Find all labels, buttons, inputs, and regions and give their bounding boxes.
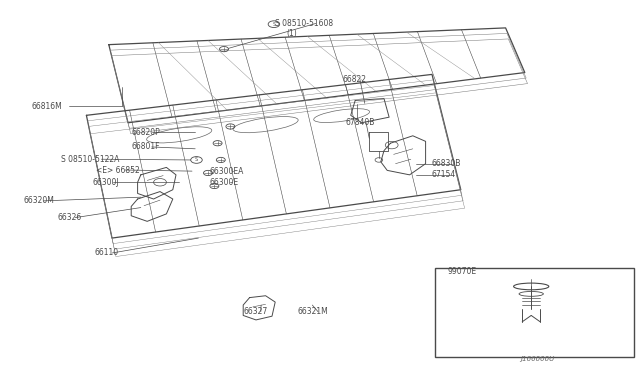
Text: S 08510-51608: S 08510-51608 [275, 19, 333, 28]
Bar [435, 268, 634, 357]
Text: 66326: 66326 [58, 213, 82, 222]
Text: <E> 66852: <E> 66852 [96, 166, 140, 174]
Text: S: S [273, 22, 275, 27]
Text: 66110: 66110 [95, 248, 119, 257]
Text: S 08510-5122A: S 08510-5122A [61, 155, 119, 164]
Text: 99070E: 99070E [448, 267, 477, 276]
Text: S: S [195, 157, 198, 163]
Text: 66816M: 66816M [32, 102, 63, 110]
Text: 66820P: 66820P [131, 128, 160, 137]
Text: 66321M: 66321M [298, 307, 328, 316]
Text: 66801F: 66801F [131, 142, 160, 151]
Text: J166000U: J166000U [520, 356, 555, 362]
Text: 66830B: 66830B [432, 159, 461, 168]
Text: 67840B: 67840B [346, 118, 375, 127]
Text: 66327: 66327 [243, 307, 268, 316]
Text: 66320M: 66320M [23, 196, 54, 205]
Text: (1): (1) [286, 29, 297, 38]
Text: 67154: 67154 [432, 170, 456, 179]
Text: 66300EA: 66300EA [209, 167, 244, 176]
Text: 66300E: 66300E [209, 178, 239, 187]
Text: 66822: 66822 [342, 76, 367, 84]
Text: 66300J: 66300J [93, 178, 120, 187]
